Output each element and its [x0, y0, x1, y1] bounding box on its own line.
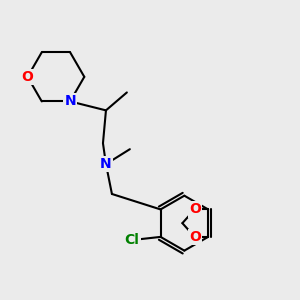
- Text: O: O: [22, 70, 34, 84]
- Text: O: O: [189, 202, 201, 216]
- Text: N: N: [64, 94, 76, 108]
- Text: Cl: Cl: [125, 233, 140, 247]
- Text: N: N: [100, 157, 112, 171]
- Text: O: O: [189, 230, 201, 244]
